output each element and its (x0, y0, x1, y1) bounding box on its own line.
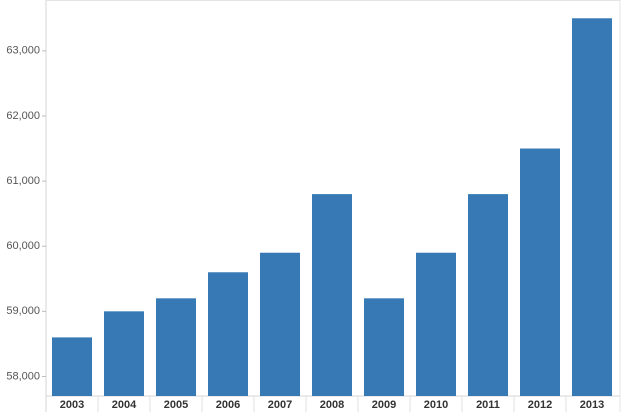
x-tick-label: 2010 (424, 399, 448, 411)
bar (208, 272, 248, 396)
bar (572, 18, 612, 396)
bar (520, 148, 560, 396)
y-tick-label: 60,000 (6, 240, 40, 252)
x-tick-label: 2008 (320, 399, 344, 411)
y-tick-label: 63,000 (6, 45, 40, 57)
y-tick-label: 59,000 (6, 305, 40, 317)
bar (156, 298, 196, 396)
x-tick-label: 2012 (528, 399, 552, 411)
bar (52, 337, 92, 396)
x-tick-label: 2003 (60, 399, 84, 411)
x-tick-label: 2013 (580, 399, 604, 411)
bar (260, 252, 300, 396)
x-tick-label: 2007 (268, 399, 292, 411)
y-tick-label: 58,000 (6, 370, 40, 382)
x-tick-label: 2006 (216, 399, 240, 411)
y-tick-label: 62,000 (6, 110, 40, 122)
x-tick-label: 2009 (372, 399, 396, 411)
bar (364, 298, 404, 396)
x-tick-label: 2011 (476, 399, 500, 411)
bar (104, 311, 144, 396)
bar (468, 194, 508, 396)
bar (416, 252, 456, 396)
x-tick-label: 2005 (164, 399, 188, 411)
x-tick-label: 2004 (112, 399, 137, 411)
bar (312, 194, 352, 396)
y-tick-label: 61,000 (6, 175, 40, 187)
